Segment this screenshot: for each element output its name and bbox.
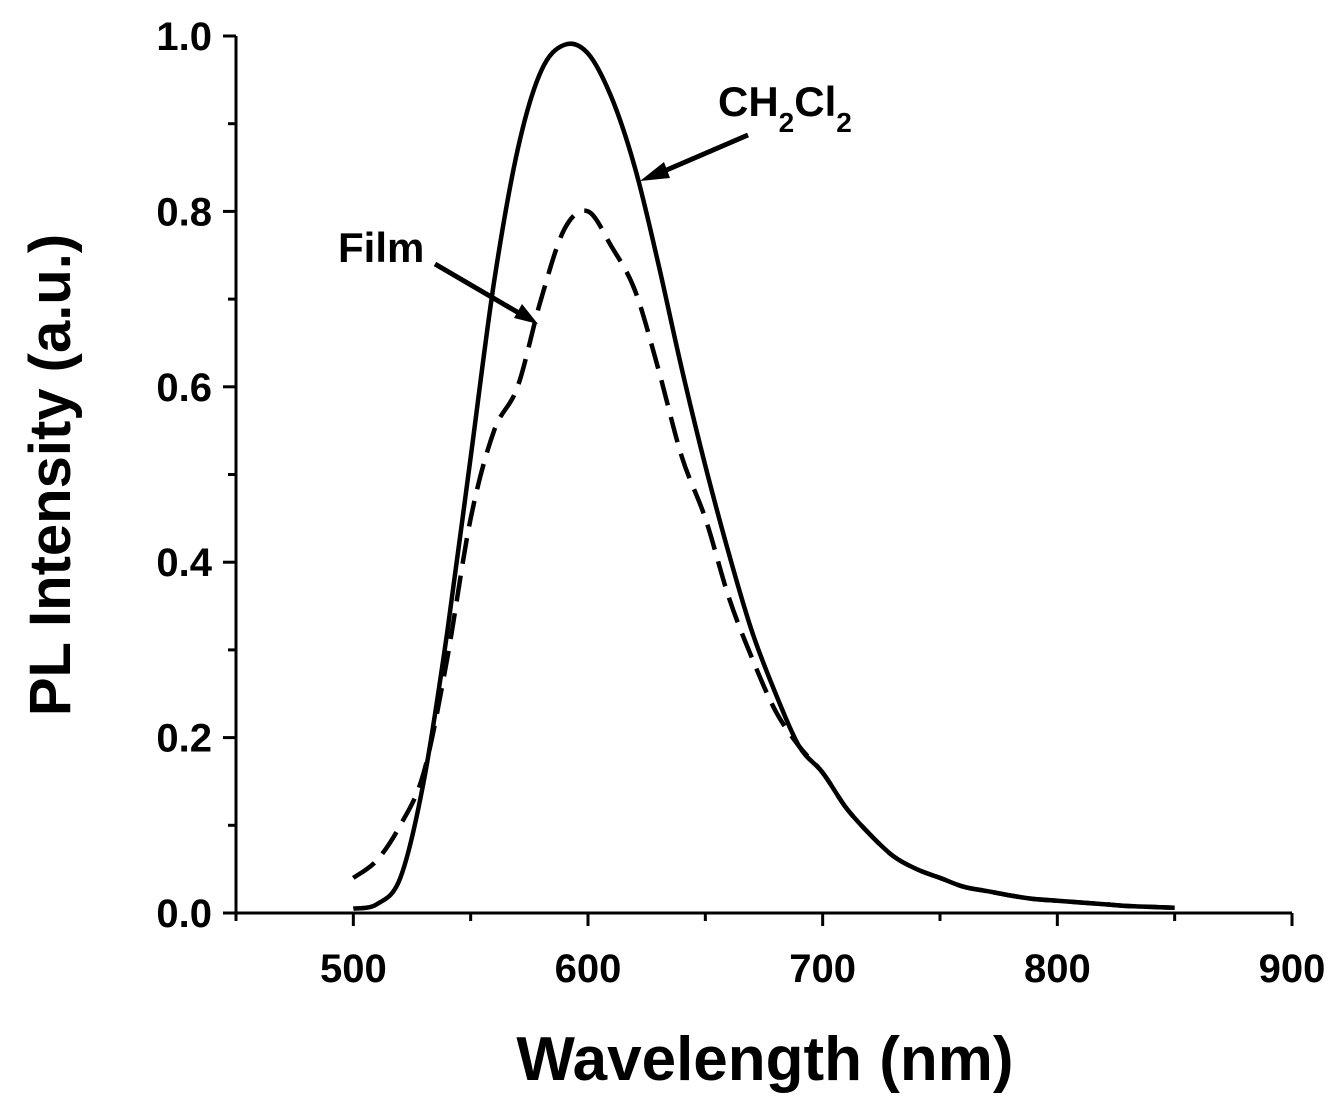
- annotation-film-label: Film: [338, 224, 424, 271]
- y-tick-label-0.4: 0.4: [156, 541, 212, 585]
- series-line-film: [353, 211, 1174, 908]
- y-axis-ticks: 0.0 0.2 0.4 0.6 0.8 1.0: [156, 15, 236, 936]
- svg-text:CH2Cl2: CH2Cl2: [718, 78, 852, 138]
- x-tick-label-500: 500: [320, 947, 387, 991]
- y-tick-label-0.0: 0.0: [156, 892, 212, 936]
- x-axis-ticks: 500 600 700 800 900: [236, 913, 1325, 991]
- annotation-ch2cl2: CH2Cl2: [640, 78, 852, 181]
- x-tick-label-900: 900: [1259, 947, 1326, 991]
- annotation-film: Film: [338, 224, 538, 324]
- annotation-film-arrow-line: [435, 264, 524, 316]
- series-line-ch2cl2: [353, 44, 1174, 909]
- annotation-ch2cl2-sub2: 2: [836, 107, 852, 138]
- x-axis-title: Wavelength (nm): [516, 1025, 1013, 1094]
- y-tick-label-0.8: 0.8: [156, 190, 212, 234]
- x-tick-label-600: 600: [555, 947, 622, 991]
- annotation-film-arrowhead: [514, 304, 538, 324]
- x-tick-label-700: 700: [789, 947, 856, 991]
- annotation-ch2cl2-sub1: 2: [779, 107, 795, 138]
- series-layer: [353, 44, 1174, 909]
- x-tick-label-800: 800: [1024, 947, 1091, 991]
- axes: [236, 36, 1292, 913]
- annotation-ch2cl2-ch: CH: [718, 78, 779, 125]
- annotation-ch2cl2-arrow-line: [655, 135, 748, 175]
- y-tick-label-0.2: 0.2: [156, 717, 212, 761]
- y-axis-title: PL Intensity (a.u.): [18, 234, 83, 716]
- y-tick-label-1.0: 1.0: [156, 15, 212, 59]
- annotation-ch2cl2-arrowhead: [640, 162, 670, 181]
- y-tick-label-0.6: 0.6: [156, 366, 212, 410]
- annotation-ch2cl2-cl: Cl: [794, 78, 836, 125]
